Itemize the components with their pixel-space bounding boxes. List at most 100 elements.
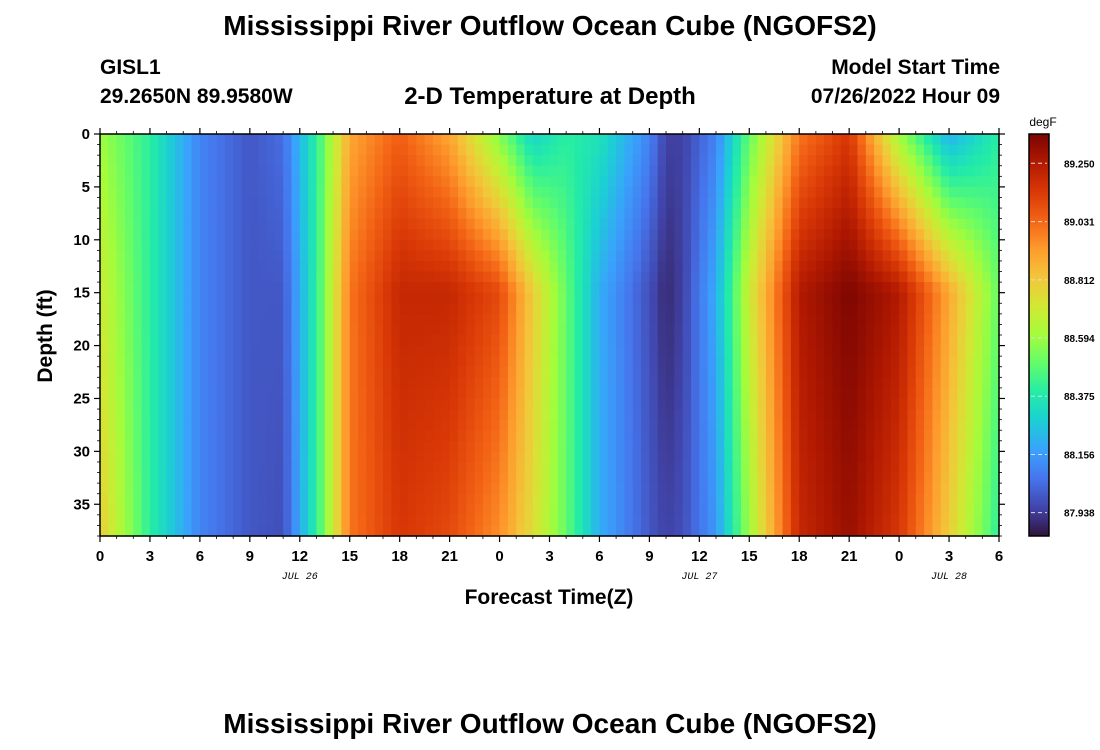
- heatmap-cell: [807, 398, 817, 410]
- heatmap-cell: [890, 514, 900, 527]
- heatmap-cell: [599, 504, 609, 516]
- heatmap-cell: [133, 345, 143, 357]
- heatmap-cell: [374, 324, 384, 336]
- heatmap-cell: [233, 239, 243, 251]
- heatmap-cell: [732, 218, 742, 230]
- heatmap-cell: [391, 387, 401, 400]
- heatmap-cell: [815, 282, 825, 294]
- heatmap-cell: [807, 144, 817, 156]
- heatmap-cell: [566, 430, 576, 442]
- heatmap-cell: [383, 282, 392, 294]
- heatmap-cell: [491, 440, 501, 452]
- heatmap-cell: [649, 387, 659, 400]
- heatmap-cell: [874, 176, 884, 188]
- heatmap-cell: [957, 197, 967, 209]
- heatmap-cell: [740, 271, 750, 283]
- heatmap-cell: [274, 430, 284, 442]
- heatmap-cell: [166, 218, 176, 230]
- heatmap-cell: [416, 271, 426, 283]
- heatmap-cell: [308, 282, 318, 294]
- heatmap-cell: [274, 345, 284, 357]
- heatmap-cell: [491, 451, 501, 463]
- heatmap-cell: [907, 155, 917, 167]
- heatmap-cell: [358, 176, 367, 188]
- heatmap-cell: [416, 419, 426, 431]
- heatmap-cell: [141, 271, 151, 283]
- heatmap-cell: [516, 493, 526, 505]
- heatmap-cell: [316, 504, 326, 516]
- heatmap-cell: [807, 250, 817, 262]
- heatmap-cell: [499, 345, 509, 357]
- heatmap-cell: [499, 144, 509, 156]
- heatmap-cell: [982, 472, 992, 484]
- heatmap-cell: [333, 366, 342, 378]
- heatmap-cell: [100, 282, 109, 294]
- heatmap-cell: [158, 366, 168, 378]
- heatmap-cell: [616, 239, 626, 251]
- heatmap-cell: [308, 176, 318, 188]
- heatmap-cell: [366, 303, 376, 315]
- heatmap-cell: [932, 282, 942, 294]
- heatmap-cell: [383, 271, 392, 283]
- heatmap-cell: [108, 250, 118, 262]
- heatmap-cell: [807, 483, 817, 495]
- heatmap-cell: [616, 366, 626, 378]
- heatmap-cell: [249, 186, 259, 199]
- heatmap-cell: [857, 134, 867, 146]
- heatmap-cell: [674, 387, 684, 400]
- heatmap-cell: [790, 440, 800, 452]
- heatmap-cell: [208, 483, 218, 495]
- heatmap-cell: [466, 461, 476, 474]
- heatmap-cell: [274, 525, 284, 537]
- heatmap-cell: [724, 525, 734, 537]
- heatmap-cell: [691, 324, 700, 336]
- heatmap-cell: [249, 472, 259, 484]
- heatmap-cell: [865, 250, 875, 262]
- heatmap-cell: [166, 461, 176, 474]
- heatmap-cell: [699, 461, 709, 474]
- heatmap-cell: [907, 292, 917, 304]
- heatmap-cell: [865, 345, 875, 357]
- heatmap-cell: [324, 483, 334, 495]
- heatmap-cell: [691, 387, 700, 400]
- heatmap-cell: [641, 186, 650, 199]
- heatmap-cell: [416, 155, 426, 167]
- heatmap-cell: [890, 387, 900, 400]
- heatmap-cell: [840, 250, 850, 262]
- heatmap-cell: [449, 366, 459, 378]
- heatmap-cell: [674, 345, 684, 357]
- heatmap-cell: [749, 260, 759, 273]
- heatmap-cell: [407, 197, 417, 209]
- heatmap-cell: [832, 398, 842, 410]
- heatmap-cell: [266, 504, 276, 516]
- heatmap-cell: [666, 335, 675, 347]
- heatmap-cell: [141, 335, 151, 347]
- heatmap-cell: [532, 155, 542, 167]
- heatmap-cell: [574, 356, 584, 368]
- heatmap-cell: [499, 514, 509, 527]
- heatmap-cell: [932, 430, 942, 442]
- heatmap-cell: [374, 134, 384, 146]
- heatmap-cell: [607, 271, 617, 283]
- heatmap-cell: [732, 345, 742, 357]
- heatmap-cell: [865, 208, 875, 220]
- heatmap-cell: [324, 451, 334, 463]
- heatmap-cell: [416, 504, 426, 516]
- heatmap-cell: [174, 525, 184, 537]
- x-tick-label: 0: [895, 548, 903, 565]
- heatmap-cell: [757, 472, 767, 484]
- heatmap-cell: [399, 186, 409, 199]
- heatmap-cell: [391, 345, 401, 357]
- heatmap-cell: [749, 398, 759, 410]
- heatmap-cell: [674, 176, 684, 188]
- heatmap-cell: [299, 472, 309, 484]
- heatmap-cell: [949, 409, 958, 421]
- heatmap-cell: [607, 483, 617, 495]
- heatmap-cell: [907, 377, 917, 389]
- heatmap-cell: [391, 514, 401, 527]
- heatmap-cell: [541, 377, 551, 389]
- heatmap-cell: [524, 377, 534, 389]
- heatmap-cell: [366, 313, 376, 326]
- heatmap-cell: [790, 472, 800, 484]
- heatmap-cell: [574, 514, 584, 527]
